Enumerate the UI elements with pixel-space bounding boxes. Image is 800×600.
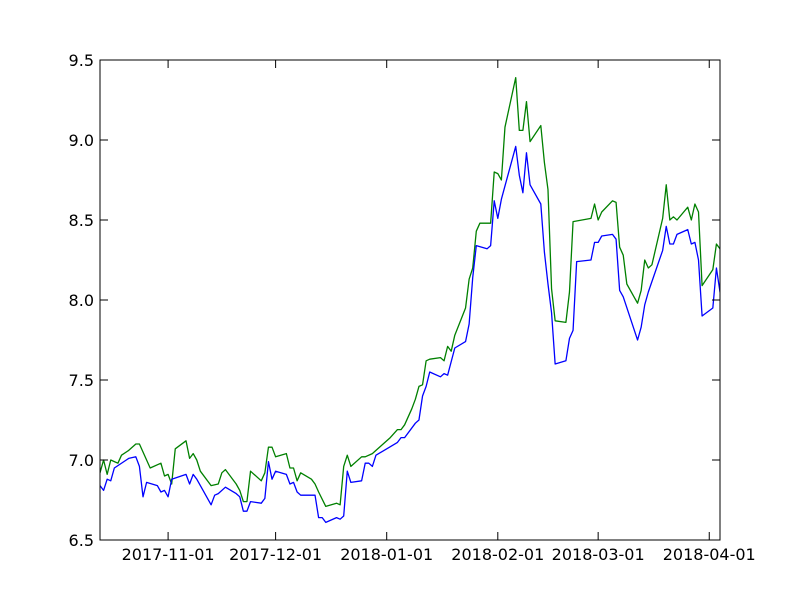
- x-tick-label: 2018-03-01: [552, 545, 645, 564]
- y-tick-label: 8.5: [69, 211, 94, 230]
- y-tick-label: 7.0: [69, 451, 94, 470]
- series-line-1: [100, 76, 720, 508]
- x-tick-label: 2018-01-01: [340, 545, 433, 564]
- series-line-2: [100, 145, 720, 524]
- y-tick-label: 6.5: [69, 531, 94, 550]
- y-tick-label: 9.0: [69, 131, 94, 150]
- plot-area: [100, 60, 720, 540]
- y-tick-label: 9.5: [69, 51, 94, 70]
- x-tick-label: 2018-02-01: [451, 545, 544, 564]
- tick-layer: [100, 59, 720, 541]
- tick-label-layer: 6.5 7.0 7.5 8.0 8.5 9.0 9.5 2017-11-01 2017-12-0…: [69, 51, 756, 564]
- x-tick-label: 2017-12-01: [229, 545, 322, 564]
- y-tick-label: 7.5: [69, 371, 94, 390]
- y-tick-label: 8.0: [69, 291, 94, 310]
- series-layer: [100, 76, 720, 524]
- x-tick-label: 2018-04-01: [663, 545, 756, 564]
- x-tick-label: 2017-11-01: [122, 545, 215, 564]
